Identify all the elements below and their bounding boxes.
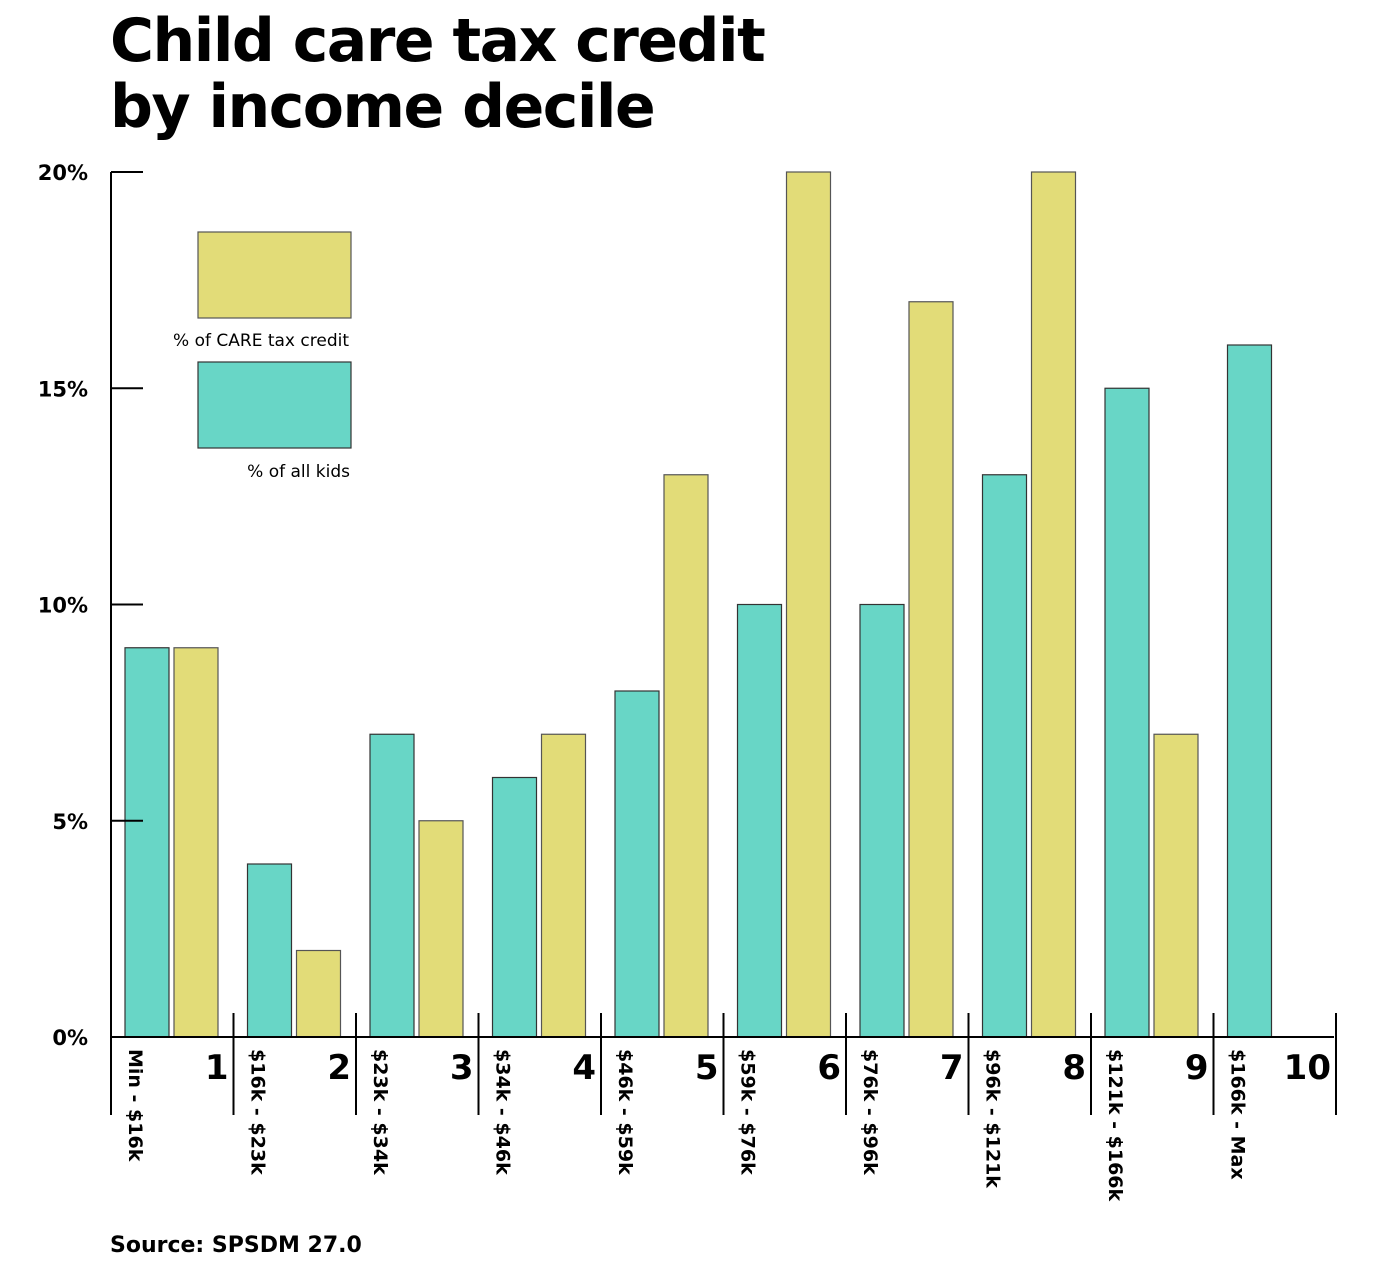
bar-kids-decile-5 [614,690,660,1038]
x-tick-label-decile-3: 3 [450,1048,474,1088]
chart-title-line-1: Child care tax credit [110,6,766,76]
chart-title: Child care tax credit by income decile [110,6,766,142]
x-range-label-decile-5: $46k - $59k [614,1049,636,1175]
bar-credit-decile-6 [785,171,832,1038]
bar-kids-decile-6 [736,603,783,1038]
y-tick-label-20: 20% [38,161,88,185]
axes-layer [110,171,1337,1115]
bar-credit-decile-3 [418,820,464,1038]
x-range-label-decile-8: $96k - $121k [982,1049,1004,1188]
y-tick-label-10: 10% [38,594,88,618]
bar-kids-decile-4 [491,776,538,1038]
bar-kids-decile-10 [1226,344,1273,1038]
bar-credit-decile-5 [663,474,709,1038]
bars-layer [124,171,1273,1038]
x-range-label-decile-2: $16k - $23k [247,1049,269,1175]
bar-kids-decile-8 [981,474,1028,1038]
bar-credit-decile-4 [540,733,587,1038]
x-range-label-decile-10: $166k - Max [1227,1049,1249,1180]
y-tick-label-0: 0% [52,1026,88,1050]
bar-credit-decile-2 [295,949,342,1038]
bar-credit-decile-8 [1030,171,1077,1038]
y-tick-label-5: 5% [52,810,88,834]
x-tick-label-decile-8: 8 [1062,1048,1086,1088]
bar-kids-decile-1 [124,647,170,1038]
legend-swatch-credit [197,231,352,319]
bar-credit-decile-7 [908,301,954,1038]
bar-credit-decile-1 [173,647,219,1038]
x-tick-label-decile-5: 5 [695,1048,719,1088]
x-tick-label-decile-1: 1 [205,1048,229,1088]
x-range-label-decile-4: $34k - $46k [492,1049,514,1175]
legend-label-kids: % of all kids [247,462,350,482]
y-tick-label-15: 15% [38,377,88,401]
x-tick-label-decile-6: 6 [817,1048,841,1088]
x-range-label-decile-1: Min - $16k [124,1049,146,1162]
legend: % of CARE tax credit % of all kids [173,231,352,482]
source-note: Source: SPSDM 27.0 [110,1233,362,1258]
bar-credit-decile-9 [1153,733,1199,1038]
labels-layer: 0% 5% 10% 15% 20% 1 Min - $16k 2 $16k - $23k 3 $23… [38,161,1331,1202]
bar-kids-decile-7 [859,603,905,1038]
x-tick-label-decile-9: 9 [1185,1048,1209,1088]
x-tick-label-decile-10: 10 [1284,1048,1331,1088]
chart-title-line-2: by income decile [110,72,656,142]
legend-swatch-kids [197,361,352,449]
x-range-label-decile-7: $76k - $96k [859,1049,881,1175]
legend-label-credit: % of CARE tax credit [173,331,349,351]
x-range-label-decile-6: $59k - $76k [737,1049,759,1175]
x-tick-label-decile-7: 7 [940,1048,964,1088]
x-tick-label-decile-4: 4 [572,1048,596,1088]
x-tick-label-decile-2: 2 [327,1048,351,1088]
bar-kids-decile-2 [246,863,293,1038]
x-range-label-decile-9: $121k - $166k [1104,1049,1126,1202]
x-range-label-decile-3: $23k - $34k [369,1049,391,1175]
bar-kids-decile-3 [369,733,415,1038]
bar-kids-decile-9 [1104,387,1150,1038]
